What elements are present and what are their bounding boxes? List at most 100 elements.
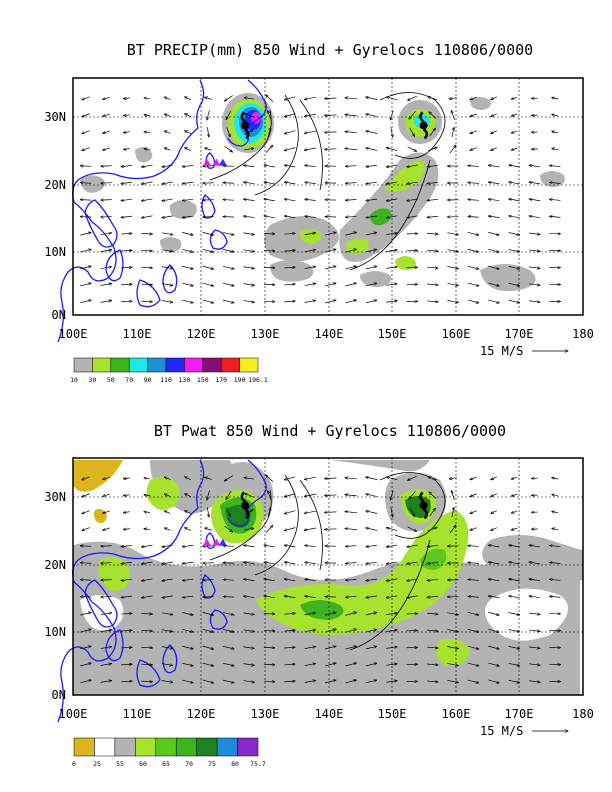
wind-arrow [324,232,336,236]
colorbar-swatch [110,357,130,373]
wind-arrow [386,284,397,286]
wind-arrow [366,215,377,218]
wind-arrow [182,545,194,546]
wind-arrow [409,491,416,499]
wind-arrow [141,561,153,564]
wind-arrow [447,629,458,632]
x-tick-label: 120E [187,707,216,721]
wind-arrow [366,494,378,497]
wind-arrow [529,630,540,631]
x-tick-label: 180 [572,707,594,721]
wind-arrow [365,266,377,270]
wind-arrow [491,130,498,134]
location-markers [202,538,227,546]
wind-arrow [100,664,112,666]
wind-arrow [552,528,559,530]
wind-arrow [162,561,173,564]
wind-arrow [366,198,377,201]
wind-arrow [509,182,520,185]
wind-arrow [284,647,295,648]
wind-arrow [508,249,520,251]
wind-arrow [468,563,479,564]
wind-arrow [325,132,337,133]
typhoon-icon [240,111,250,140]
wind-arrow [222,232,234,235]
wind-arrow [101,563,112,564]
wind-arrow [182,216,194,217]
y-axis: 0N 10N 20N 30N [44,110,66,322]
wind-arrow [509,579,520,582]
wind-arrow [529,284,540,285]
wind-arrow [123,98,130,99]
wind-arrow [265,525,273,534]
wind-arrow [182,265,193,269]
wind-arrow [345,98,357,99]
wind-arrow [100,233,112,236]
wind-arrow [552,511,559,513]
triangle-marker [218,158,227,166]
x-tick-label: 110E [123,327,152,341]
wind-arrow [121,579,133,580]
wind-arrow [447,663,458,665]
wind-arrow [224,525,233,532]
wind-arrow [345,115,357,116]
colorbar-swatch [184,357,204,373]
wind-arrow [345,478,357,479]
wind-arrow [552,131,559,133]
wind-arrow [101,217,112,218]
wind-arrow [529,647,540,648]
x-axis: 100E 110E 120E 130E 140E 150E 160E 170E … [59,327,594,341]
wind-arrow [429,128,436,137]
wind-arrow [467,282,479,286]
wind-arrow [386,477,398,481]
wind-arrow [243,629,254,632]
wind-arrow [162,198,173,201]
wind-arrow [304,680,316,683]
wind-arrow [427,579,439,580]
wind-arrow [202,645,214,649]
colorbar-label: 80 [231,760,239,768]
wind-arrow [284,147,296,151]
colorbar-label: 50 [107,376,115,384]
wind-arrow [121,664,132,665]
wind-arrow [144,512,151,513]
wind-arrow [508,646,520,648]
wind-arrow [325,495,337,496]
wind-arrow [222,249,234,252]
wind-arrow [386,544,398,547]
wind-arrow [345,300,356,304]
wind-arrow [366,164,377,167]
wind-arrow [103,130,110,133]
wind-arrow [243,612,254,615]
wind-arrow [161,283,173,286]
map-frame [72,457,584,696]
wind-arrow [223,563,235,564]
wind-arrow [509,199,520,202]
wind-arrow [511,528,518,530]
wind-arrow [244,98,254,99]
wind-arrow [243,596,255,598]
wind-arrow [185,148,192,151]
x-tick-label: 140E [315,327,344,341]
wind-arrow [141,284,152,285]
wind-arrow [243,283,254,286]
wind-arrow [409,507,415,517]
wind-arrow [121,681,132,682]
wind-arrow [100,613,112,616]
wind-arrow [509,165,520,168]
wind-arrow [427,630,438,631]
wind-arrow [80,283,91,287]
wind-arrow [468,596,479,597]
wind-arrow [549,579,561,580]
x-tick-label: 170E [505,707,534,721]
panel-precip: BT PRECIP(mm) 850 Wind + Gyrelocs 110806… [44,41,594,384]
wind-arrow [447,646,458,649]
triangle-marker [202,538,211,546]
wind-arrow [162,215,173,218]
wind-arrow [141,181,153,184]
wind-arrow [304,147,317,150]
wind-arrow [345,629,356,633]
wind-arrow [305,216,316,217]
x-tick-label: 120E [187,327,216,341]
wind-arrow [324,612,336,616]
